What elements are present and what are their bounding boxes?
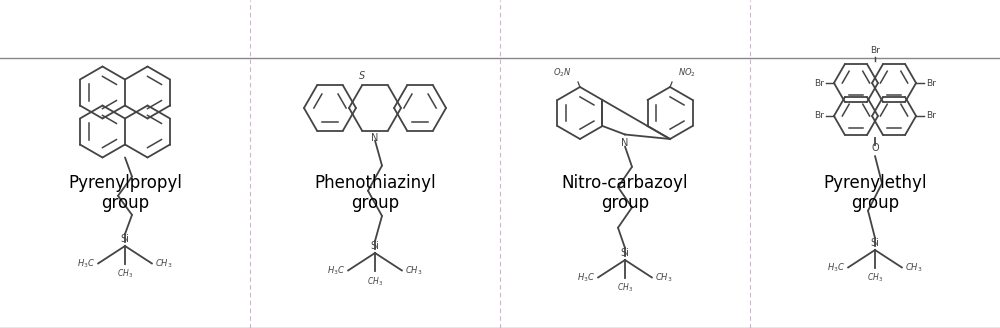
Text: $NO_2$: $NO_2$	[678, 67, 696, 79]
Text: N: N	[371, 133, 379, 143]
Text: Si: Si	[371, 241, 379, 251]
Text: Si: Si	[121, 234, 129, 244]
Text: $CH_3$: $CH_3$	[617, 282, 633, 295]
Text: $CH_3$: $CH_3$	[867, 272, 883, 284]
Text: $CH_3$: $CH_3$	[155, 257, 172, 270]
Text: Pyrenylpropyl
group: Pyrenylpropyl group	[68, 174, 182, 213]
Text: N: N	[621, 137, 629, 148]
Text: Si: Si	[871, 238, 879, 248]
Text: Br: Br	[926, 78, 936, 88]
Text: Br: Br	[814, 78, 824, 88]
Text: $O_2N$: $O_2N$	[553, 67, 572, 79]
Text: $CH_3$: $CH_3$	[655, 271, 672, 284]
Text: Br: Br	[870, 46, 880, 55]
Text: Si: Si	[621, 248, 629, 258]
Text: $CH_3$: $CH_3$	[117, 268, 133, 280]
Text: $H_3C$: $H_3C$	[577, 271, 595, 284]
Text: O: O	[871, 143, 879, 153]
Text: $CH_3$: $CH_3$	[905, 261, 922, 274]
Text: $CH_3$: $CH_3$	[405, 264, 422, 277]
Text: Nitro-carbazoyl
group: Nitro-carbazoyl group	[562, 174, 688, 213]
Text: Br: Br	[926, 112, 936, 120]
Text: $CH_3$: $CH_3$	[367, 275, 383, 288]
Text: Br: Br	[814, 112, 824, 120]
Text: $H_3C$: $H_3C$	[327, 264, 345, 277]
Text: Phenothiazinyl
group: Phenothiazinyl group	[314, 174, 436, 213]
Text: $H_3C$: $H_3C$	[827, 261, 845, 274]
Text: S: S	[359, 72, 365, 81]
Text: Pyrenylethyl
group: Pyrenylethyl group	[823, 174, 927, 213]
Text: $H_3C$: $H_3C$	[77, 257, 95, 270]
